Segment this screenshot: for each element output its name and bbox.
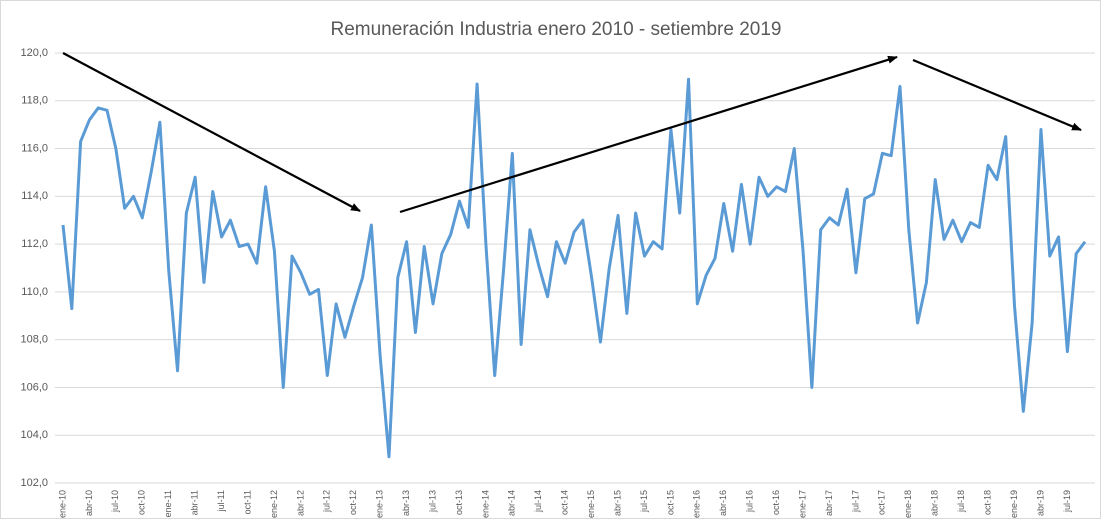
x-tick-label: abr-13 — [401, 490, 411, 516]
y-tick-label: 102,0 — [20, 477, 48, 489]
x-tick-label: ene-13 — [375, 490, 385, 518]
x-tick-label: abr-15 — [612, 490, 622, 516]
y-tick-label: 106,0 — [20, 381, 48, 393]
trend-arrow — [399, 55, 898, 214]
y-tick-label: 104,0 — [20, 429, 48, 441]
x-tick-label: ene-17 — [797, 490, 807, 518]
x-tick-label: abr-18 — [930, 490, 940, 516]
y-tick-label: 108,0 — [20, 334, 48, 346]
x-tick-label: jul-10 — [110, 490, 120, 513]
x-tick-label: ene-10 — [57, 490, 67, 518]
trend-arrow — [62, 52, 361, 212]
x-tick-label: oct-17 — [877, 490, 887, 515]
x-tick-label: abr-10 — [84, 490, 94, 516]
x-tick-label: abr-14 — [507, 490, 517, 516]
x-tick-label: oct-15 — [665, 490, 675, 515]
x-tick-label: ene-14 — [480, 490, 490, 518]
y-tick-label: 112,0 — [21, 238, 48, 250]
x-tick-label: abr-19 — [1035, 490, 1045, 516]
y-tick-label: 110,0 — [21, 286, 48, 298]
x-tick-label: jul-11 — [216, 490, 226, 512]
x-tick-label: oct-18 — [982, 490, 992, 515]
x-tick-label: ene-15 — [586, 490, 596, 518]
x-tick-label: jul-18 — [956, 490, 966, 513]
x-tick-label: ene-11 — [163, 490, 173, 517]
x-tick-label: oct-12 — [348, 490, 358, 515]
x-tick-label: oct-16 — [771, 490, 781, 515]
x-tick-label: abr-11 — [190, 490, 200, 515]
x-tick-label: ene-18 — [903, 490, 913, 518]
x-tick-label: jul-17 — [850, 490, 860, 513]
chart-title: Remuneración Industria enero 2010 - seti… — [331, 19, 782, 40]
x-tick-label: jul-16 — [745, 490, 755, 513]
data-line — [61, 77, 1087, 459]
trend-arrow — [912, 58, 1082, 132]
y-tick-label: 116,0 — [21, 142, 48, 154]
x-tick-label: abr-12 — [295, 490, 305, 516]
x-tick-label: abr-16 — [718, 490, 728, 516]
x-tick-label: jul-15 — [639, 490, 649, 513]
x-tick-label: ene-19 — [1009, 490, 1019, 518]
x-tick-label: abr-17 — [824, 490, 834, 516]
x-tick-label: oct-14 — [560, 490, 570, 515]
x-tick-label: oct-11 — [242, 490, 252, 514]
y-tick-label: 118,0 — [21, 95, 48, 107]
x-tick-label: jul-13 — [427, 490, 437, 513]
x-tick-label: ene-12 — [269, 490, 279, 518]
x-tick-label: jul-19 — [1062, 490, 1072, 513]
x-tick-label: oct-13 — [454, 490, 464, 515]
y-tick-label: 114,0 — [21, 190, 48, 202]
x-tick-label: jul-14 — [533, 490, 543, 513]
y-tick-label: 120,0 — [20, 47, 48, 59]
x-tick-label: ene-16 — [692, 490, 702, 518]
x-tick-label: oct-10 — [137, 490, 147, 515]
x-tick-label: jul-12 — [322, 490, 332, 513]
